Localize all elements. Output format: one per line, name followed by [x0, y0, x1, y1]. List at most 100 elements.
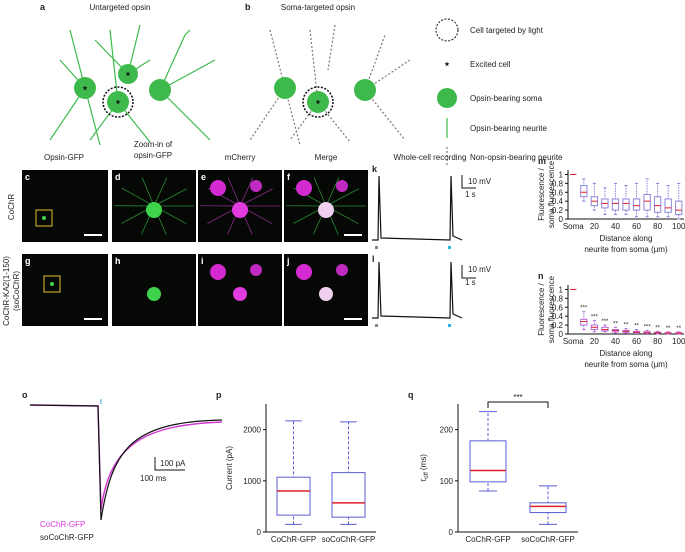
- panel-letter: m: [538, 156, 546, 166]
- x-tick-label: Soma: [563, 337, 584, 346]
- y-tick-label: 1: [559, 285, 564, 294]
- y-axis-label: soma fluorescence: [547, 160, 556, 228]
- panel-letter: k: [372, 164, 378, 174]
- y-axis-label: Fluorescence /: [537, 167, 546, 220]
- panel-title: Untargeted opsin: [90, 3, 151, 12]
- significance: **: [613, 321, 618, 327]
- panel-title: Soma-targeted opsin: [281, 3, 355, 12]
- x-axis-label: neurite from soma (μm): [584, 245, 668, 254]
- panel-letter: c: [25, 172, 30, 182]
- y-tick-label: 1: [559, 170, 564, 179]
- y-tick-label: 1000: [243, 477, 261, 486]
- legend-label: CoChR-GFP: [40, 520, 85, 529]
- panel-letter: a: [40, 2, 46, 12]
- cell: [336, 264, 348, 276]
- panel-letter: j: [286, 256, 290, 266]
- x-tick-label: 40: [611, 222, 620, 231]
- diagram-a: [50, 25, 215, 145]
- significance: ***: [644, 324, 652, 330]
- row-label: CoChR-KA2(1-150): [2, 256, 11, 326]
- box: [654, 197, 660, 213]
- panel-letter: n: [538, 271, 544, 281]
- legend-label: Opsin-bearing soma: [470, 94, 543, 103]
- scale-label: 1 s: [465, 190, 476, 199]
- y-axis-label: τoff(ms): [419, 454, 430, 482]
- row-label: CoChR: [7, 194, 16, 220]
- column-header: mCherry: [225, 153, 256, 162]
- legend-label: Non-opsin-bearing neurite: [470, 153, 563, 162]
- box: [633, 199, 639, 210]
- column-header: opsin-GFP: [134, 151, 172, 160]
- x-tick-label: 100: [672, 337, 685, 346]
- y-axis-label-part: (ms): [419, 454, 428, 470]
- x-tick-label: 80: [653, 222, 662, 231]
- box: [612, 199, 618, 210]
- y-axis-label: soma fluorescence: [547, 275, 556, 343]
- x-tick-label: 20: [590, 337, 599, 346]
- scale-label: 100 ms: [140, 474, 166, 483]
- box: [581, 186, 587, 197]
- cell: [147, 287, 161, 301]
- panel-letter: l: [372, 254, 375, 264]
- x-tick-label: 20: [590, 222, 599, 231]
- row-label: (soCoChR): [12, 271, 21, 311]
- legend-label: soCoChR-GFP: [40, 533, 94, 542]
- box: [676, 201, 682, 214]
- panel-letter: e: [201, 172, 206, 182]
- box: [623, 199, 629, 210]
- x-tick-label: CoChR-GFP: [271, 535, 316, 544]
- scale-label: 1 s: [465, 278, 476, 287]
- x-tick-label: 60: [632, 337, 641, 346]
- cell: [296, 180, 312, 196]
- y-tick-label: 0: [449, 528, 454, 537]
- column-header: Merge: [315, 153, 338, 162]
- scale-label: 100 pA: [160, 459, 186, 468]
- panel-letter: p: [216, 390, 222, 400]
- column-header: Zoom-in of: [134, 140, 173, 149]
- significance: ***: [601, 319, 609, 325]
- x-axis-label: Distance along: [600, 234, 653, 243]
- x-tick-label: soCoChR-GFP: [322, 535, 376, 544]
- significance: ***: [580, 306, 588, 312]
- y-axis-label: Current (pA): [225, 446, 234, 490]
- legend-label: Cell targeted by light: [470, 26, 544, 35]
- cell: [42, 216, 46, 220]
- significance: **: [666, 326, 671, 332]
- significance: **: [676, 326, 681, 332]
- x-axis-label: Distance along: [600, 349, 653, 358]
- column-header: Opsin-GFP: [44, 153, 84, 162]
- cell: [210, 264, 226, 280]
- panel-title: Whole-cell recording: [394, 153, 467, 162]
- significance-bracket: [488, 402, 548, 408]
- x-tick-label: CoChR-GFP: [465, 535, 510, 544]
- x-axis-label: neurite from soma (μm): [584, 360, 668, 369]
- panel-letter: h: [115, 256, 121, 266]
- cell: [146, 202, 162, 218]
- x-tick-label: Soma: [563, 222, 584, 231]
- micrograph: [22, 170, 108, 242]
- x-tick-label: 60: [632, 222, 641, 231]
- y-axis-label-part: off: [424, 472, 430, 479]
- scale-label: 10 mV: [468, 265, 492, 274]
- panel-letter: q: [408, 390, 414, 400]
- cell: [250, 264, 262, 276]
- legend-label: Opsin-bearing neurite: [470, 124, 547, 133]
- box: [665, 199, 671, 212]
- x-tick-label: 80: [653, 337, 662, 346]
- significance: **: [655, 325, 660, 331]
- box: [332, 473, 365, 518]
- y-tick-label: 2000: [243, 426, 261, 435]
- box: [581, 319, 587, 325]
- significance: ***: [513, 393, 522, 402]
- box: [644, 195, 650, 211]
- cell: [210, 180, 226, 196]
- diagram-b: [250, 25, 410, 145]
- cell: [318, 202, 334, 218]
- photocurrent-traces: [30, 399, 222, 520]
- significance: **: [624, 323, 629, 329]
- micrograph: [22, 254, 108, 326]
- x-tick-label: soCoChR-GFP: [521, 535, 575, 544]
- cell: [50, 282, 54, 286]
